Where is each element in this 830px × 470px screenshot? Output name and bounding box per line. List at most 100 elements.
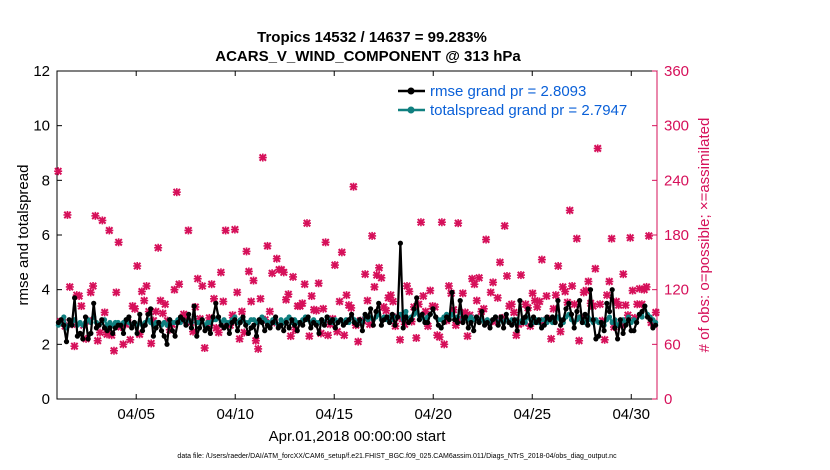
- obs-count-marker: [342, 291, 351, 300]
- obs-count-marker: [605, 277, 614, 286]
- obs-count-marker: [63, 210, 72, 219]
- rmse-point: [126, 314, 132, 320]
- obs-count-marker: [233, 288, 242, 297]
- x-tick-label: 04/05: [117, 406, 155, 423]
- rmse-point: [370, 322, 376, 328]
- obs-count-marker: [386, 291, 395, 300]
- rmse-point: [316, 330, 322, 336]
- obs-count-marker: [65, 282, 74, 291]
- obs-count-marker: [607, 234, 616, 243]
- rmse-point: [615, 336, 621, 342]
- obs-count-marker: [237, 307, 246, 316]
- rmse-point: [332, 325, 338, 331]
- obs-count-marker: [303, 219, 311, 228]
- obs-count-marker: [375, 263, 384, 272]
- rmse-point: [148, 306, 154, 312]
- rmse-point: [224, 322, 230, 328]
- rmse-point: [384, 314, 390, 320]
- obs-count-marker: [258, 153, 267, 162]
- rmse-point: [495, 322, 501, 328]
- rmse-point: [72, 295, 78, 301]
- rmse-point: [172, 333, 178, 339]
- obs-count-marker: [642, 282, 651, 291]
- y-right-tick-label: 240: [664, 172, 689, 189]
- rmse-point: [522, 314, 528, 320]
- obs-count-marker: [214, 328, 223, 337]
- obs-count-marker: [272, 254, 281, 263]
- rmse-point: [139, 328, 146, 334]
- rmse-point: [359, 328, 365, 334]
- obs-count-marker: [516, 271, 525, 280]
- obs-count-marker: [482, 235, 491, 244]
- rmse-point: [525, 306, 531, 312]
- rmse-point: [463, 314, 469, 320]
- rmse-point: [338, 317, 344, 323]
- rmse-point: [400, 325, 406, 331]
- rmse-point: [414, 295, 420, 301]
- obs-count-marker: [470, 280, 479, 289]
- rmse-point: [520, 319, 526, 326]
- obs-count-marker: [221, 226, 230, 235]
- y-left-tick-label: 6: [42, 227, 50, 244]
- obs-count-marker: [363, 296, 372, 305]
- y-right-tick-label: 360: [664, 63, 689, 80]
- obs-count-marker: [130, 304, 139, 313]
- y-right-tick-label: 60: [664, 336, 681, 353]
- obs-count-marker: [112, 288, 121, 297]
- obs-count-marker: [626, 233, 635, 242]
- rmse-point: [77, 330, 83, 336]
- obs-count-marker: [347, 303, 356, 312]
- obs-count-marker: [440, 340, 449, 349]
- legend-rmse-label: rmse grand pr = 2.8093: [430, 83, 586, 100]
- rmse-point: [346, 317, 352, 323]
- obs-count-marker: [382, 306, 391, 315]
- rmse-point: [590, 317, 596, 323]
- obs-count-marker: [556, 327, 565, 336]
- rmse-point: [419, 311, 425, 317]
- rmse-point: [501, 325, 507, 331]
- obs-count-marker: [603, 291, 611, 300]
- obs-count-marker: [458, 289, 467, 298]
- obs-count-marker: [158, 309, 167, 318]
- y-right-tick-label: 300: [664, 118, 689, 135]
- rmse-point: [156, 319, 162, 326]
- obs-count-marker: [542, 292, 551, 301]
- rmse-point: [251, 322, 257, 328]
- rmse-point: [142, 322, 148, 328]
- obs-count-marker: [454, 219, 463, 228]
- rmse-point: [484, 319, 490, 326]
- rmse-point: [378, 322, 384, 328]
- rmse-point: [175, 319, 181, 326]
- rmse-point: [634, 319, 640, 326]
- obs-count-marker: [140, 296, 149, 305]
- chart-title-line2: ACARS_V_WIND_COMPONENT @ 313 hPa: [215, 48, 521, 65]
- obs-count-marker: [289, 272, 298, 281]
- rmse-point: [598, 319, 604, 326]
- obs-count-marker: [396, 335, 405, 344]
- obs-count-marker: [198, 282, 207, 291]
- rmse-point: [196, 325, 203, 331]
- obs-count-marker: [570, 300, 579, 309]
- rmse-point: [653, 322, 659, 328]
- obs-count-marker: [286, 332, 295, 341]
- obs-count-marker: [486, 288, 495, 297]
- rmse-point: [150, 333, 156, 339]
- rmse-point: [579, 319, 585, 326]
- rmse-point: [118, 322, 124, 328]
- rmse-point: [232, 317, 238, 323]
- obs-count-marker: [254, 344, 263, 353]
- rmse-point: [330, 317, 336, 323]
- rmse-point: [601, 328, 607, 334]
- obs-count-marker: [368, 231, 377, 240]
- y-left-tick-label: 8: [42, 172, 50, 189]
- obs-count-marker: [547, 334, 556, 343]
- obs-count-marker: [230, 225, 239, 234]
- y-left-tick-label: 10: [33, 118, 50, 135]
- legend-spread-label: totalspread grand pr = 2.7947: [430, 102, 627, 119]
- obs-count-marker: [312, 306, 321, 315]
- rmse-point: [433, 314, 439, 320]
- obs-count-marker: [235, 334, 244, 343]
- obs-count-marker: [507, 300, 516, 309]
- rmse-point: [585, 322, 591, 328]
- rmse-point: [647, 317, 653, 323]
